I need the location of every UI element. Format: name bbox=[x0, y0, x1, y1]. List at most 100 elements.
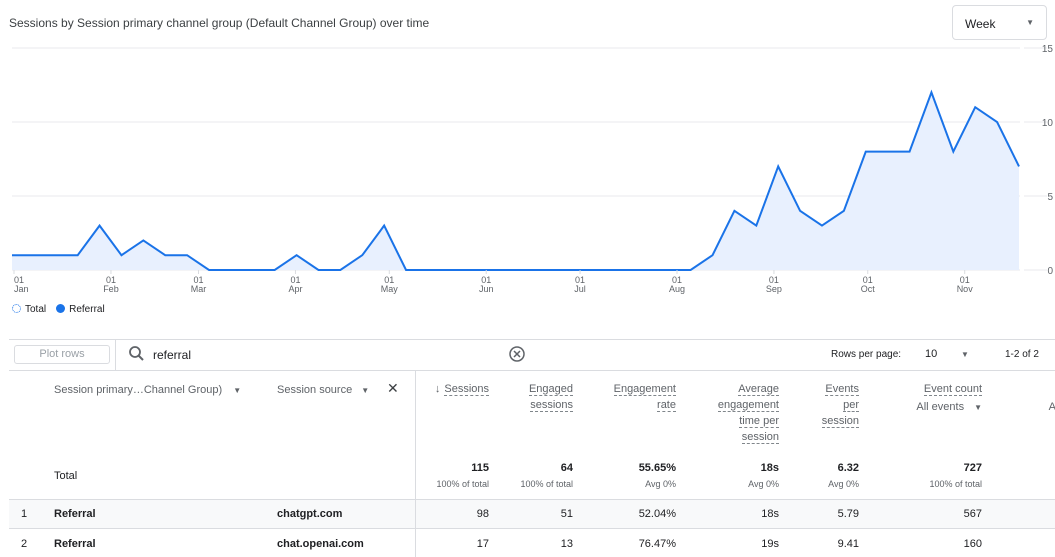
x-tick-month: Jan bbox=[14, 284, 29, 294]
x-tick-month: Sep bbox=[766, 284, 782, 294]
row-metric-value: 52.04% bbox=[638, 508, 676, 520]
x-tick-day: 01 bbox=[384, 275, 394, 285]
chevron-down-icon[interactable]: ▼ bbox=[961, 350, 969, 359]
metric-header[interactable]: Engaged sessions bbox=[528, 381, 573, 413]
row-metric-value: 567 bbox=[963, 508, 982, 520]
header-line: per bbox=[822, 397, 859, 413]
x-tick-day: 01 bbox=[960, 275, 970, 285]
row-metric-value: 76.47% bbox=[638, 538, 676, 550]
granularity-dropdown[interactable]: Week ▼ bbox=[952, 5, 1047, 40]
row-metric-value: 5.79 bbox=[837, 508, 859, 520]
metric-header[interactable]: Event count All events ▼ bbox=[916, 381, 982, 416]
row-metric-value: 98 bbox=[476, 508, 489, 520]
clear-search-icon[interactable] bbox=[508, 345, 526, 363]
search-input[interactable]: referral bbox=[153, 348, 192, 362]
x-tick-day: 01 bbox=[481, 275, 491, 285]
total-cell: 64 100% of total bbox=[520, 461, 573, 491]
metric-header[interactable]: ↓ Sessions bbox=[435, 381, 489, 397]
legend-label: Referral bbox=[69, 304, 105, 315]
total-cell: 18s Avg 0% bbox=[748, 461, 779, 491]
sessions-line-chart: 05101501Jan01Feb01Mar01Apr01May01Jun01Ju… bbox=[11, 44, 1054, 294]
row-source: chatgpt.com bbox=[277, 508, 343, 520]
chevron-down-icon: ▼ bbox=[1026, 18, 1034, 27]
plot-rows-button[interactable]: Plot rows bbox=[14, 345, 110, 364]
dimension-header-session-source[interactable]: Session source ▼ bbox=[277, 382, 369, 399]
header-label: Session source bbox=[277, 384, 353, 396]
metric-header[interactable]: Events per session bbox=[821, 381, 859, 429]
header-label: Engagement bbox=[613, 383, 676, 396]
total-sub: Avg 0% bbox=[748, 479, 779, 489]
header-label: Session primary…Channel Group) bbox=[54, 384, 223, 396]
header-label: Engaged bbox=[528, 383, 573, 396]
header-label: rate bbox=[657, 399, 676, 412]
x-tick-day: 01 bbox=[863, 275, 873, 285]
x-tick-month: May bbox=[381, 284, 399, 294]
y-tick-label: 0 bbox=[1047, 266, 1053, 277]
total-cell: 115 100% of total bbox=[436, 461, 489, 491]
header-label: per bbox=[843, 399, 859, 412]
chevron-down-icon[interactable]: ▼ bbox=[361, 386, 370, 395]
area-fill bbox=[12, 92, 1019, 271]
total-value: 18s bbox=[760, 462, 779, 474]
dimension-header-channel-group[interactable]: Session primary…Channel Group) ▼ bbox=[54, 382, 241, 399]
header-label: engagement bbox=[717, 399, 779, 412]
remove-dimension-close-icon[interactable]: ✕ bbox=[387, 380, 399, 396]
event-filter-dropdown[interactable]: All e bbox=[1049, 399, 1055, 415]
divider bbox=[9, 339, 1055, 340]
row-source: chat.openai.com bbox=[277, 538, 364, 550]
rows-per-page-label: Rows per page: bbox=[831, 349, 902, 360]
total-value: 115 bbox=[471, 462, 489, 474]
x-tick-day: 01 bbox=[769, 275, 779, 285]
divider bbox=[415, 371, 416, 557]
header-line: Engaged bbox=[528, 381, 573, 397]
x-tick-day: 01 bbox=[14, 275, 24, 285]
x-tick-month: Oct bbox=[861, 284, 876, 294]
y-tick-label: 15 bbox=[1042, 44, 1054, 55]
row-metric-value: 13 bbox=[560, 538, 573, 550]
row-metric-value: 51 bbox=[560, 508, 573, 520]
event-filter-value: All events bbox=[916, 401, 965, 413]
legend-label: Total bbox=[25, 304, 47, 315]
header-line: time per bbox=[718, 413, 779, 429]
total-label: Total bbox=[54, 470, 78, 482]
dashed-circle-icon bbox=[12, 304, 21, 313]
row-metric-value: 9.41 bbox=[837, 538, 859, 550]
x-tick-month: Feb bbox=[103, 284, 119, 294]
chart-legend: Total Referral bbox=[12, 304, 105, 315]
total-cell: 55.65% Avg 0% bbox=[639, 461, 676, 491]
chevron-down-icon[interactable]: ▼ bbox=[233, 386, 242, 395]
total-cell: 727 100% of total bbox=[929, 461, 982, 491]
y-tick-label: 5 bbox=[1047, 192, 1053, 203]
header-line: Events bbox=[822, 381, 859, 397]
header-line: Average bbox=[718, 381, 779, 397]
row-metric-value: 18s bbox=[761, 508, 779, 520]
rows-per-page-select[interactable]: 10 bbox=[925, 348, 938, 360]
legend-item-referral[interactable]: Referral bbox=[56, 304, 105, 315]
divider bbox=[115, 340, 116, 370]
metric-header[interactable]: Ke All e bbox=[1049, 381, 1055, 415]
x-tick-day: 01 bbox=[194, 275, 204, 285]
pagination-status: 1-2 of 2 bbox=[1005, 349, 1039, 360]
divider bbox=[9, 499, 1055, 500]
row-channel: Referral bbox=[54, 538, 96, 550]
row-highlight bbox=[9, 500, 1055, 528]
legend-item-total[interactable]: Total bbox=[12, 304, 46, 315]
metric-header[interactable]: Average engagement time per session bbox=[717, 381, 779, 445]
x-tick-month: Jul bbox=[574, 284, 586, 294]
header-line: rate bbox=[614, 397, 676, 413]
event-filter-dropdown[interactable]: All events ▼ bbox=[916, 399, 982, 416]
total-sub: Avg 0% bbox=[645, 479, 676, 489]
header-label: Sessions bbox=[444, 383, 489, 396]
chart-title: Sessions by Session primary channel grou… bbox=[9, 16, 430, 30]
x-tick-month: Nov bbox=[957, 284, 974, 294]
total-sub: 100% of total bbox=[436, 479, 489, 489]
row-channel: Referral bbox=[54, 508, 96, 520]
row-index: 1 bbox=[21, 508, 28, 520]
total-value: 64 bbox=[560, 462, 573, 474]
x-tick-month: Jun bbox=[479, 284, 494, 294]
header-label: Events bbox=[825, 383, 859, 396]
granularity-value: Week bbox=[965, 17, 996, 31]
header-line: Event count bbox=[916, 381, 982, 397]
header-label: Event count bbox=[923, 383, 982, 396]
metric-header[interactable]: Engagement rate bbox=[613, 381, 676, 413]
